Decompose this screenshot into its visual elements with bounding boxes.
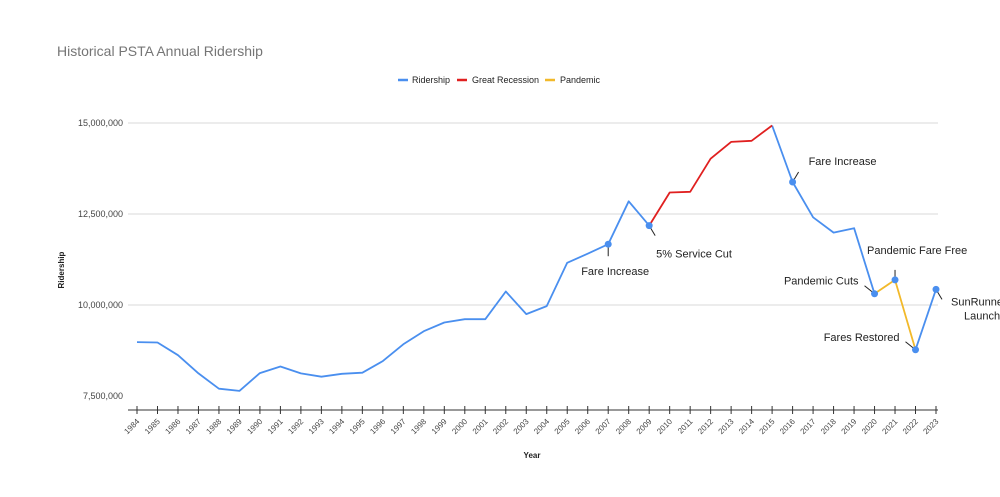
y-axis-title: Ridership	[57, 251, 66, 288]
x-tick-label: 2009	[635, 417, 654, 436]
x-tick-label: 2004	[532, 417, 551, 436]
annotation-point	[871, 290, 879, 298]
x-axis-title: Year	[524, 451, 541, 460]
x-tick-label: 1987	[184, 417, 203, 436]
x-tick-label: 2007	[594, 417, 613, 436]
annotation-label: Pandemic Cuts	[784, 276, 859, 288]
annotation-point	[912, 346, 920, 354]
gridlines	[128, 122, 938, 306]
x-tick-label: 2012	[696, 417, 715, 436]
legend-label-ridership: Ridership	[412, 75, 450, 85]
x-tick-label: 1995	[348, 417, 367, 436]
annotation-label: Fares Restored	[824, 332, 900, 344]
x-tick-label: 2015	[758, 417, 777, 436]
series-lines	[136, 124, 937, 392]
x-tick-label: 2021	[880, 417, 899, 436]
x-tick-label: 1986	[163, 417, 182, 436]
annotation-label: Fare Increase	[809, 156, 877, 168]
legend-label-great-recession: Great Recession	[472, 75, 539, 85]
x-tick-label: 1988	[204, 417, 223, 436]
x-tick-label: 1990	[245, 417, 264, 436]
x-tick-label: 1991	[266, 417, 285, 436]
annotation-label: Fare Increase	[581, 266, 649, 278]
x-tick-label: 2023	[921, 417, 940, 436]
x-tick-label: 2017	[799, 417, 818, 436]
x-tick-label: 2001	[471, 417, 490, 436]
x-tick-label: 2000	[450, 417, 469, 436]
series-line-ridership	[771, 125, 876, 294]
x-tick-label: 2011	[676, 417, 695, 436]
y-tick-label: 15,000,000	[78, 118, 123, 128]
x-tick-label: 1992	[286, 417, 305, 436]
x-tick-label: 2018	[819, 417, 838, 436]
annotation-label: SunRunner	[951, 296, 1000, 308]
x-tick-label: 2020	[860, 417, 879, 436]
x-tick-label: 2008	[614, 417, 633, 436]
x-tick-label: 1994	[327, 417, 346, 436]
x-tick-label: 1998	[409, 417, 428, 436]
y-axis-ticks: 7,500,000 10,000,000 12,500,000 15,000,000	[78, 118, 123, 401]
x-tick-label: 2002	[491, 417, 510, 436]
annotation-label: 5% Service Cut	[656, 249, 732, 261]
annotation-point	[932, 285, 940, 293]
annotation-point	[604, 240, 612, 248]
legend-label-pandemic: Pandemic	[560, 75, 601, 85]
x-tick-label: 2016	[778, 417, 797, 436]
x-tick-label: 2010	[655, 417, 674, 436]
x-tick-label: 1989	[225, 417, 244, 436]
legend: Ridership Great Recession Pandemic	[398, 75, 601, 85]
annotation-label: Launch	[964, 310, 1000, 322]
annotation-point	[645, 222, 653, 230]
x-tick-label: 1997	[389, 417, 408, 436]
series-line-ridership	[136, 200, 650, 392]
x-tick-label: 1985	[143, 417, 162, 436]
annotations: Fare Increase 5% Service Cut Fare Increase…	[581, 156, 1000, 354]
x-tick-label: 1993	[307, 417, 326, 436]
x-tick-label: 2003	[512, 417, 531, 436]
chart-title: Historical PSTA Annual Ridership	[57, 43, 263, 59]
x-axis: 1984 1985 1986 1987 1988 1989 1990 1991 1992 1993…	[122, 406, 941, 436]
x-tick-label: 2005	[553, 417, 572, 436]
series-line-great-recession	[648, 124, 773, 227]
x-tick-label: 2014	[737, 417, 756, 436]
x-tick-label: 2022	[901, 417, 920, 436]
annotation-point	[891, 276, 899, 284]
x-tick-label: 2006	[573, 417, 592, 436]
x-tick-label: 2019	[840, 417, 859, 436]
x-tick-label: 1996	[368, 417, 387, 436]
annotation-label: Pandemic Fare Free	[867, 245, 967, 257]
x-tick-label: 1999	[430, 417, 449, 436]
series-line-ridership	[914, 289, 937, 351]
x-tick-label: 2013	[717, 417, 736, 436]
y-tick-label: 10,000,000	[78, 300, 123, 310]
y-tick-label: 12,500,000	[78, 209, 123, 219]
annotation-point	[789, 178, 797, 186]
y-tick-label: 7,500,000	[83, 391, 123, 401]
x-tick-label: 1984	[122, 417, 141, 436]
